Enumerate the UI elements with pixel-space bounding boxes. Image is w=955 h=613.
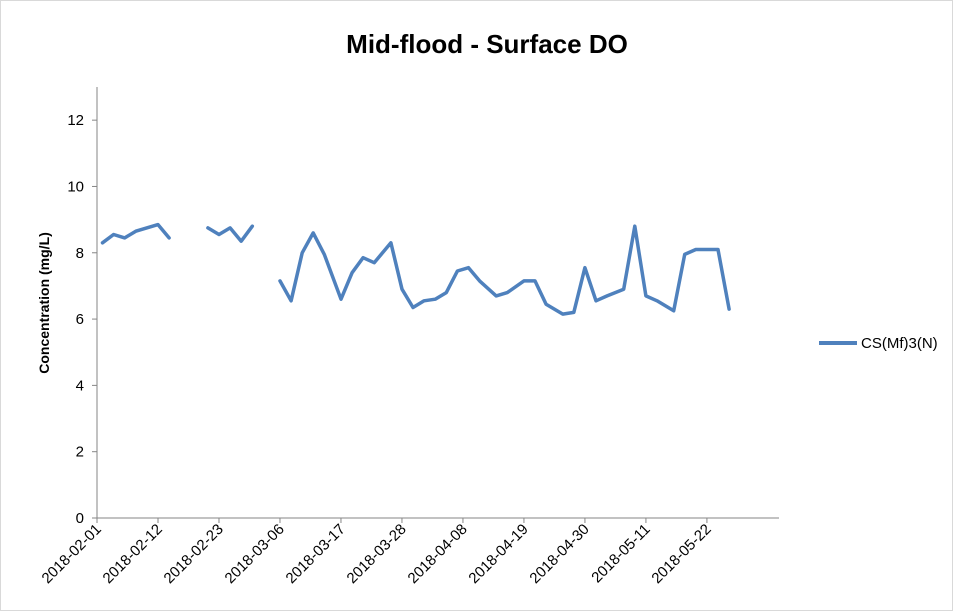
- y-tick-label: 8: [76, 245, 84, 262]
- y-tick-label: 2: [76, 444, 84, 461]
- y-ticks: 0 2 4 6 8 10 12: [67, 112, 97, 527]
- x-tick-label: 2018-03-06: [222, 521, 288, 587]
- legend: CS(Mf)3(N): [819, 335, 938, 352]
- x-ticks: 2018-02-012018-02-122018-02-232018-03-06…: [39, 518, 715, 587]
- series-layer: [100, 222, 731, 316]
- x-tick-label: 2018-03-17: [283, 521, 349, 587]
- y-tick-label: 0: [76, 510, 84, 527]
- chart-title: Mid-flood - Surface DO: [346, 29, 628, 59]
- x-tick-label: 2018-05-11: [588, 521, 653, 586]
- y-tick-label: 4: [76, 377, 84, 394]
- legend-label: CS(Mf)3(N): [861, 335, 938, 352]
- x-tick-label: 2018-02-01: [39, 521, 105, 587]
- x-tick-label: 2018-05-22: [648, 521, 714, 587]
- x-tick-label: 2018-04-19: [465, 521, 531, 587]
- series-line: [278, 224, 731, 316]
- y-tick-label: 10: [67, 178, 84, 195]
- y-axis-label: Concentration (mg/L): [36, 232, 52, 374]
- y-tick-label: 6: [76, 311, 84, 328]
- x-tick-label: 2018-02-12: [100, 521, 166, 587]
- series-line: [100, 222, 171, 245]
- y-tick-label: 12: [67, 112, 84, 129]
- x-tick-label: 2018-04-08: [404, 521, 470, 587]
- x-tick-label: 2018-03-28: [344, 521, 410, 587]
- series-line: [206, 224, 255, 243]
- x-tick-label: 2018-04-30: [526, 521, 592, 587]
- x-tick-label: 2018-02-23: [161, 521, 227, 587]
